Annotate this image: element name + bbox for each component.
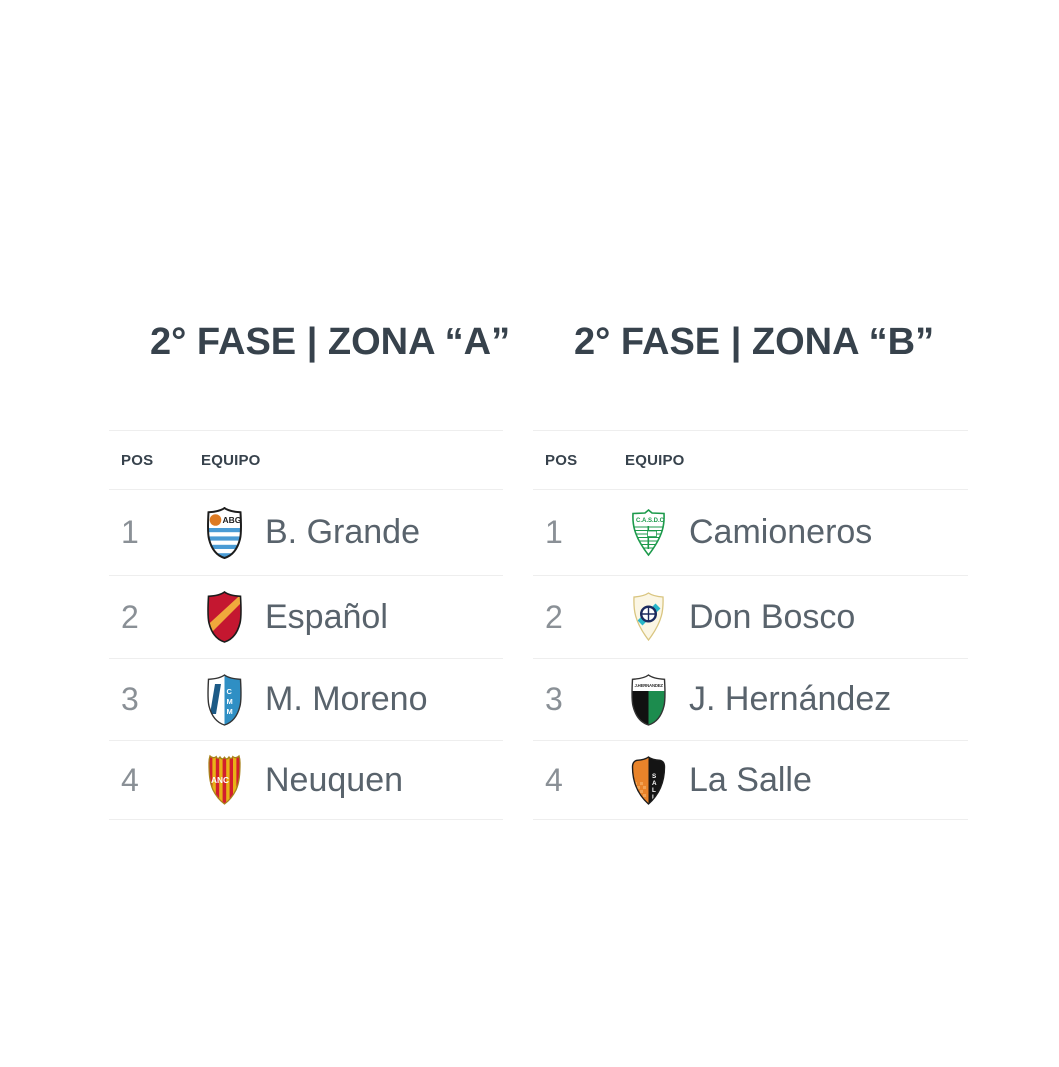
- svg-text:J.HERNANDEZ: J.HERNANDEZ: [635, 683, 664, 688]
- svg-text:C: C: [227, 687, 233, 696]
- svg-text:S: S: [652, 773, 656, 780]
- svg-text:M: M: [227, 697, 233, 706]
- svg-text:C.A.S.D.C: C.A.S.D.C: [636, 518, 665, 524]
- svg-text:A: A: [652, 780, 657, 787]
- svg-text:ANC: ANC: [211, 775, 229, 785]
- svg-text:L: L: [652, 787, 656, 794]
- svg-text:M: M: [227, 707, 233, 716]
- svg-text:ABG: ABG: [223, 515, 242, 525]
